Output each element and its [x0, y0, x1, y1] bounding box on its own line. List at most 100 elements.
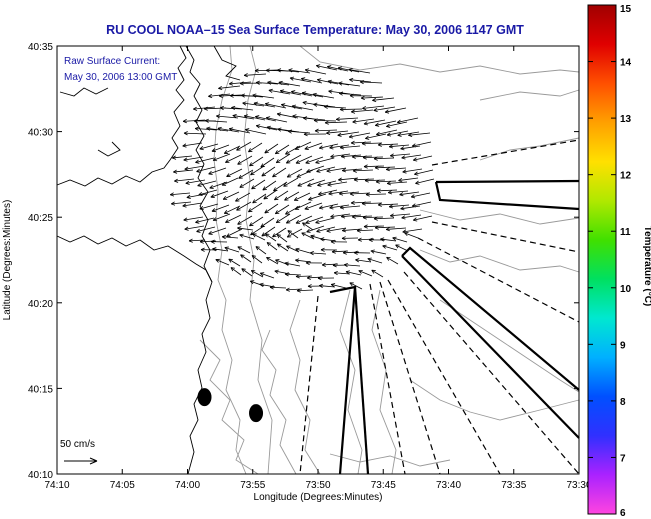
coastline-segment	[56, 235, 213, 283]
bathymetry-contour	[439, 299, 580, 393]
current-vector	[173, 169, 194, 174]
current-vector	[398, 177, 419, 183]
current-vector	[382, 244, 398, 251]
current-vector	[338, 177, 359, 182]
bathymetry-contour	[261, 329, 297, 475]
current-vector	[228, 258, 241, 267]
coastline-segment	[97, 141, 121, 157]
current-vector	[223, 205, 241, 214]
current-vector	[266, 256, 279, 265]
x-tick-label: 73:45	[371, 480, 396, 491]
current-vector	[350, 200, 372, 205]
current-vector	[242, 101, 265, 107]
current-vector	[319, 203, 339, 210]
current-vector	[240, 93, 264, 98]
current-vector	[237, 226, 254, 231]
current-vector	[222, 191, 240, 200]
current-vector	[261, 166, 276, 177]
current-vector	[277, 68, 300, 73]
current-vector	[370, 249, 387, 255]
current-vector	[350, 140, 372, 145]
current-vector	[250, 270, 264, 278]
current-vector	[217, 126, 240, 133]
current-vector	[212, 247, 229, 252]
current-vector	[212, 213, 231, 222]
current-vector	[401, 214, 422, 220]
current-vector	[249, 156, 264, 167]
current-vector	[361, 201, 383, 206]
current-vector	[388, 204, 410, 209]
current-vector	[318, 189, 338, 196]
current-vector	[211, 144, 230, 153]
current-vector	[400, 205, 421, 211]
current-vector	[284, 191, 300, 201]
current-vector	[330, 239, 348, 244]
current-vector	[367, 257, 383, 264]
current-vector	[259, 272, 275, 279]
current-vector	[373, 156, 395, 161]
colorbar-tick-label: 6	[620, 508, 626, 519]
current-vector	[313, 102, 336, 108]
current-vector	[374, 225, 396, 230]
current-vector	[284, 272, 302, 277]
beam-edge-dashed	[431, 139, 580, 166]
current-vector	[251, 255, 263, 264]
current-vector	[199, 239, 217, 244]
current-vector	[261, 226, 276, 237]
bathymetry-contour	[479, 137, 580, 161]
current-vector	[395, 244, 409, 252]
y-tick-label: 40:25	[28, 213, 53, 224]
current-vector	[349, 191, 371, 196]
current-vector	[211, 204, 230, 213]
bathymetry-contour	[299, 45, 580, 75]
current-vector	[341, 228, 363, 233]
bathymetry-contour	[409, 379, 580, 421]
current-vector	[304, 202, 323, 210]
current-vector	[182, 202, 203, 208]
current-vector	[255, 246, 267, 255]
current-vector	[327, 181, 348, 187]
current-vector	[341, 236, 359, 241]
current-vector	[365, 192, 387, 197]
current-vector	[255, 115, 277, 122]
current-vector	[264, 203, 279, 214]
current-vector	[343, 262, 361, 268]
current-vector	[306, 225, 325, 233]
current-vector	[239, 81, 263, 86]
current-vector	[287, 230, 299, 239]
current-vector	[183, 131, 207, 136]
current-vector	[329, 144, 350, 150]
current-vector	[283, 177, 299, 187]
current-vector	[337, 131, 360, 137]
current-vector	[295, 247, 311, 254]
current-vector	[249, 280, 265, 287]
x-tick-label: 73:55	[240, 480, 265, 491]
current-vector	[239, 233, 255, 240]
current-vector	[291, 90, 313, 97]
current-vector	[266, 242, 278, 251]
current-vector	[193, 106, 216, 111]
current-vector	[197, 180, 217, 187]
y-axis-label: Latitude (Degrees:Minutes)	[2, 200, 13, 321]
current-vector	[174, 178, 195, 183]
current-vector	[296, 288, 314, 293]
current-vector	[364, 178, 386, 183]
current-vector	[269, 285, 287, 290]
station-markers	[197, 388, 264, 423]
current-vector	[186, 193, 207, 199]
current-vector	[303, 132, 327, 137]
current-vector	[285, 214, 302, 224]
x-tick-label: 74:05	[110, 480, 135, 491]
current-vector	[196, 166, 216, 173]
x-tick-label: 74:10	[44, 480, 69, 491]
current-vector	[206, 126, 229, 132]
colorbar-label: Temperature (°C)	[642, 226, 651, 307]
beam-edge-dashed	[417, 237, 580, 323]
current-vector	[400, 145, 421, 151]
current-vector	[384, 107, 407, 114]
current-vector	[248, 142, 263, 153]
current-vector	[401, 154, 422, 160]
current-vector	[362, 155, 384, 160]
current-vector	[399, 191, 420, 197]
current-vector	[199, 143, 219, 151]
